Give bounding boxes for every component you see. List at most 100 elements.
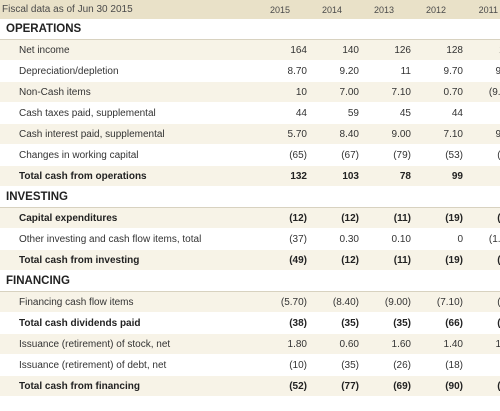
cell-value: 118 bbox=[467, 45, 500, 56]
cell-value: 7.00 bbox=[339, 86, 359, 98]
section-header: FINANCING bbox=[0, 271, 500, 292]
cell-value: (12) bbox=[289, 212, 307, 224]
cell-value: (80) bbox=[467, 318, 500, 329]
row-label: Cash taxes paid, supplemental bbox=[19, 107, 156, 119]
cell-value: (12) bbox=[341, 254, 359, 266]
table-row: Other investing and cash flow items, tot… bbox=[0, 229, 500, 250]
cell-value: (66) bbox=[445, 317, 463, 329]
cell-value: 99 bbox=[451, 170, 463, 182]
year-header: 2013 bbox=[373, 4, 394, 15]
cell-value: (79) bbox=[393, 149, 411, 161]
table-row: Issuance (retirement) of debt, net (10) (3… bbox=[0, 355, 500, 376]
row-label: Total cash from operations bbox=[19, 170, 147, 182]
cell-value: (11) bbox=[393, 254, 411, 266]
cell-value: (19) bbox=[445, 212, 463, 224]
cell-value: (77) bbox=[341, 380, 359, 392]
table-row: Cash interest paid, supplemental 5.70 8.40… bbox=[0, 124, 500, 145]
cell-value: (53) bbox=[445, 149, 463, 161]
cell-value: 9.50 bbox=[495, 128, 500, 140]
cell-value: 0 bbox=[457, 233, 463, 245]
cell-value: (49) bbox=[289, 254, 307, 266]
cell-value: 7.10 bbox=[391, 86, 411, 98]
cell-value: 140 bbox=[342, 44, 359, 56]
cash-flow-table: Fiscal data as of Jun 30 2015 2015 2014 … bbox=[0, 0, 500, 397]
cell-value: 44 bbox=[451, 107, 463, 119]
cell-value: (65) bbox=[289, 149, 307, 161]
cell-value: (7.10) bbox=[436, 296, 463, 308]
year-header: 2011 bbox=[478, 4, 498, 15]
cell-value: (38) bbox=[289, 317, 307, 329]
cell-value: 0.70 bbox=[443, 86, 463, 98]
table-row: Issuance (retirement) of stock, net 1.80 0… bbox=[0, 334, 500, 355]
cell-value: (12) bbox=[341, 212, 359, 224]
row-label: Issuance (retirement) of debt, net bbox=[19, 359, 167, 371]
table-row: Total cash from investing (49) (12) (11) (19… bbox=[0, 250, 500, 271]
cell-value: 59 bbox=[347, 107, 359, 119]
cell-value: 126 bbox=[394, 44, 411, 56]
cell-value: (69) bbox=[393, 380, 411, 392]
table-header: Fiscal data as of Jun 30 2015 2015 2014 … bbox=[0, 0, 500, 19]
cell-value: (20) bbox=[467, 255, 500, 266]
cell-value: 103 bbox=[342, 170, 359, 182]
row-label: Total cash from financing bbox=[19, 380, 140, 392]
cell-value: 0.30 bbox=[339, 233, 359, 245]
row-label: Issuance (retirement) of stock, net bbox=[19, 338, 171, 350]
cell-value: 11 bbox=[400, 65, 411, 77]
cell-value: (9.40) bbox=[488, 86, 500, 98]
cell-value: 1.80 bbox=[287, 338, 307, 350]
cell-value: (35) bbox=[341, 359, 359, 371]
section-title: INVESTING bbox=[6, 191, 68, 203]
cell-value: 9.40 bbox=[495, 65, 500, 77]
cell-value: (19) bbox=[467, 213, 500, 224]
cell-value: 9.00 bbox=[391, 128, 411, 140]
cell-value: 38 bbox=[467, 360, 500, 371]
row-label: Depreciation/depletion bbox=[19, 65, 119, 77]
cell-value: 44 bbox=[295, 107, 307, 119]
cell-value: (8.40) bbox=[332, 296, 359, 308]
cell-value: (22) bbox=[467, 297, 500, 308]
year-header: 2015 bbox=[269, 4, 290, 15]
cell-value: (35) bbox=[341, 317, 359, 329]
year-header: 2012 bbox=[425, 4, 446, 15]
table-row: Total cash from operations 132 103 78 99 55 bbox=[0, 166, 500, 187]
table-body: OPERATIONS Net income 164 140 126 128 118 Depre… bbox=[0, 19, 500, 397]
row-label: Net income bbox=[19, 44, 70, 56]
cell-value: (5.70) bbox=[280, 296, 307, 308]
row-label: Total cash from investing bbox=[19, 254, 140, 266]
row-label: Capital expenditures bbox=[19, 212, 118, 224]
cell-value: 164 bbox=[290, 44, 307, 56]
table-row: Changes in working capital (65) (67) (79) (5… bbox=[0, 145, 500, 166]
cell-value: (35) bbox=[393, 317, 411, 329]
row-label: Other investing and cash flow items, tot… bbox=[19, 233, 202, 245]
table-row: Total cash dividends paid (38) (35) (35) (66… bbox=[0, 313, 500, 334]
cell-value: 1.20 bbox=[495, 338, 500, 350]
cell-value: 9.70 bbox=[443, 65, 463, 77]
fiscal-date-label: Fiscal data as of Jun 30 2015 bbox=[2, 4, 133, 15]
table-row: Cash taxes paid, supplemental 44 59 45 44 27 bbox=[0, 103, 500, 124]
row-label: Total cash dividends paid bbox=[19, 317, 141, 329]
section-title: FINANCING bbox=[6, 275, 70, 287]
cell-value: 8.70 bbox=[287, 65, 307, 77]
section-header: INVESTING bbox=[0, 187, 500, 208]
cell-value: (26) bbox=[393, 359, 411, 371]
cell-value: 1.40 bbox=[443, 338, 463, 350]
section-title: OPERATIONS bbox=[6, 23, 82, 35]
cell-value: (1.70) bbox=[488, 233, 500, 245]
cell-value: (19) bbox=[445, 254, 463, 266]
cell-value: (18) bbox=[445, 359, 463, 371]
table-row: Net income 164 140 126 128 118 bbox=[0, 40, 500, 61]
cell-value: 10 bbox=[295, 86, 307, 98]
cell-value: (62) bbox=[467, 381, 500, 392]
year-header: 2014 bbox=[321, 4, 342, 15]
row-label: Financing cash flow items bbox=[19, 296, 134, 308]
cell-value: 0.10 bbox=[391, 233, 411, 245]
section-header: OPERATIONS bbox=[0, 19, 500, 40]
cell-value: (90) bbox=[445, 380, 463, 392]
cell-value: (67) bbox=[341, 149, 359, 161]
cell-value: (9.00) bbox=[384, 296, 411, 308]
cell-value: (74) bbox=[467, 150, 500, 161]
cell-value: 8.40 bbox=[339, 128, 359, 140]
row-label: Changes in working capital bbox=[19, 149, 139, 161]
table-row: Capital expenditures (12) (12) (11) (19) (19) bbox=[0, 208, 500, 229]
cell-value: (11) bbox=[393, 212, 411, 224]
